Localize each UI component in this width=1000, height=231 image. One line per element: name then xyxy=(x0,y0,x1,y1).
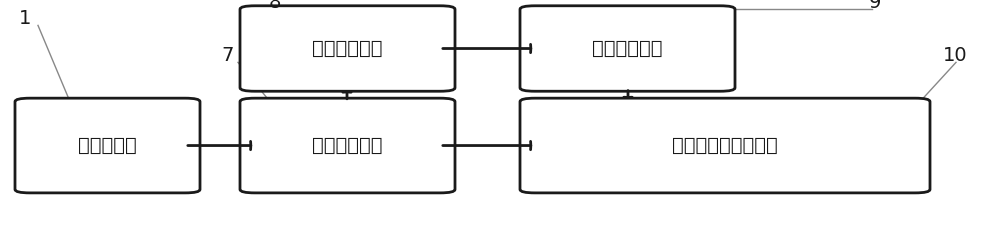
Text: 9: 9 xyxy=(869,0,881,12)
Text: 10: 10 xyxy=(943,46,967,65)
Text: 8: 8 xyxy=(269,0,281,12)
Text: 自参考外差拍频装置: 自参考外差拍频装置 xyxy=(672,136,778,155)
Text: 7: 7 xyxy=(222,46,234,65)
Text: 光谱扩展装置: 光谱扩展装置 xyxy=(592,39,663,58)
Text: 脉冲压缩装置: 脉冲压缩装置 xyxy=(312,39,383,58)
FancyBboxPatch shape xyxy=(240,6,455,91)
FancyBboxPatch shape xyxy=(520,6,735,91)
Text: 1: 1 xyxy=(19,9,31,28)
Text: 光纤放大装置: 光纤放大装置 xyxy=(312,136,383,155)
FancyBboxPatch shape xyxy=(15,98,200,193)
Text: 飞秒激光源: 飞秒激光源 xyxy=(78,136,137,155)
FancyBboxPatch shape xyxy=(520,98,930,193)
FancyBboxPatch shape xyxy=(240,98,455,193)
